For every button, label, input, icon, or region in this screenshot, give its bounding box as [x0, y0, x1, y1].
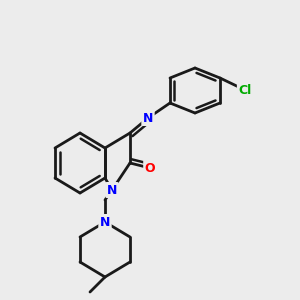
- Text: N: N: [100, 215, 110, 229]
- Text: N: N: [143, 112, 153, 124]
- Text: Cl: Cl: [238, 83, 252, 97]
- Text: O: O: [145, 161, 155, 175]
- Text: N: N: [107, 184, 117, 196]
